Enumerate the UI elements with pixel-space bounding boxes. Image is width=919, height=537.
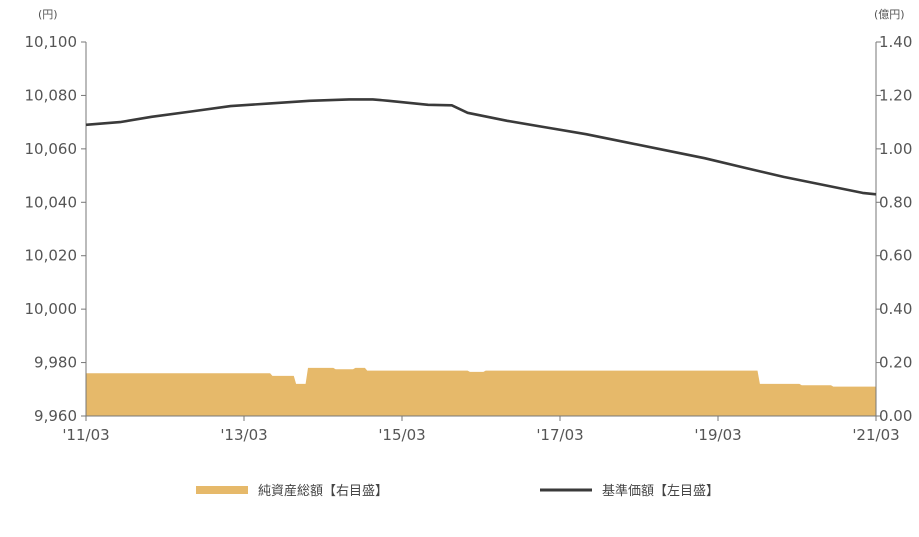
left-tick-label: 10,000 bbox=[25, 300, 78, 318]
left-tick-label: 10,020 bbox=[25, 247, 78, 265]
right-tick-label: 0.80 bbox=[879, 193, 912, 211]
x-tick-label: '17/03 bbox=[536, 426, 583, 444]
right-tick-label: 1.20 bbox=[879, 86, 912, 104]
right-tick-label: 1.40 bbox=[879, 33, 912, 51]
axes-group bbox=[85, 42, 877, 417]
right-tick-label: 1.00 bbox=[879, 140, 912, 158]
right-tick-label: 0.60 bbox=[879, 247, 912, 265]
left-tick-label: 10,060 bbox=[25, 140, 78, 158]
right-tick-label: 0.20 bbox=[879, 354, 912, 372]
left-axis-unit: (円) bbox=[38, 8, 58, 21]
nav-line-group bbox=[85, 98, 877, 196]
legend-label: 基準価額【左目盛】 bbox=[602, 483, 719, 499]
legend-label: 純資産総額【右目盛】 bbox=[258, 483, 388, 499]
right-axis-ticks: 0.00 0.20 0.40 0.60 0.80 1.00 1.20 1.40 bbox=[876, 33, 912, 425]
right-tick-label: 0.00 bbox=[879, 407, 912, 425]
x-tick-label: '19/03 bbox=[694, 426, 741, 444]
net-assets-area-group bbox=[86, 367, 876, 416]
left-tick-label: 9,960 bbox=[34, 407, 77, 425]
left-tick-label: 10,100 bbox=[25, 33, 78, 51]
x-tick-label: '21/03 bbox=[852, 426, 899, 444]
x-tick-label: '11/03 bbox=[62, 426, 109, 444]
x-tick-label: '13/03 bbox=[220, 426, 267, 444]
right-tick-label: 0.40 bbox=[879, 300, 912, 318]
left-tick-label: 10,080 bbox=[25, 86, 78, 104]
legend-swatch-net-assets bbox=[196, 486, 248, 494]
left-tick-label: 10,040 bbox=[25, 193, 78, 211]
x-tick-label: '15/03 bbox=[378, 426, 425, 444]
left-axis-ticks: 9,960 9,980 10,000 10,020 10,040 10,060 10,080… bbox=[25, 33, 86, 425]
net-assets-area bbox=[86, 367, 876, 416]
right-axis-unit: (億円) bbox=[874, 8, 905, 21]
nav-line bbox=[85, 98, 877, 196]
x-axis-ticks: '11/03 '13/03 '15/03 '17/03 '19/03 '21/03 bbox=[62, 416, 900, 444]
legend: 純資産総額【右目盛】 基準価額【左目盛】 bbox=[196, 483, 719, 499]
left-tick-label: 9,980 bbox=[34, 354, 77, 372]
